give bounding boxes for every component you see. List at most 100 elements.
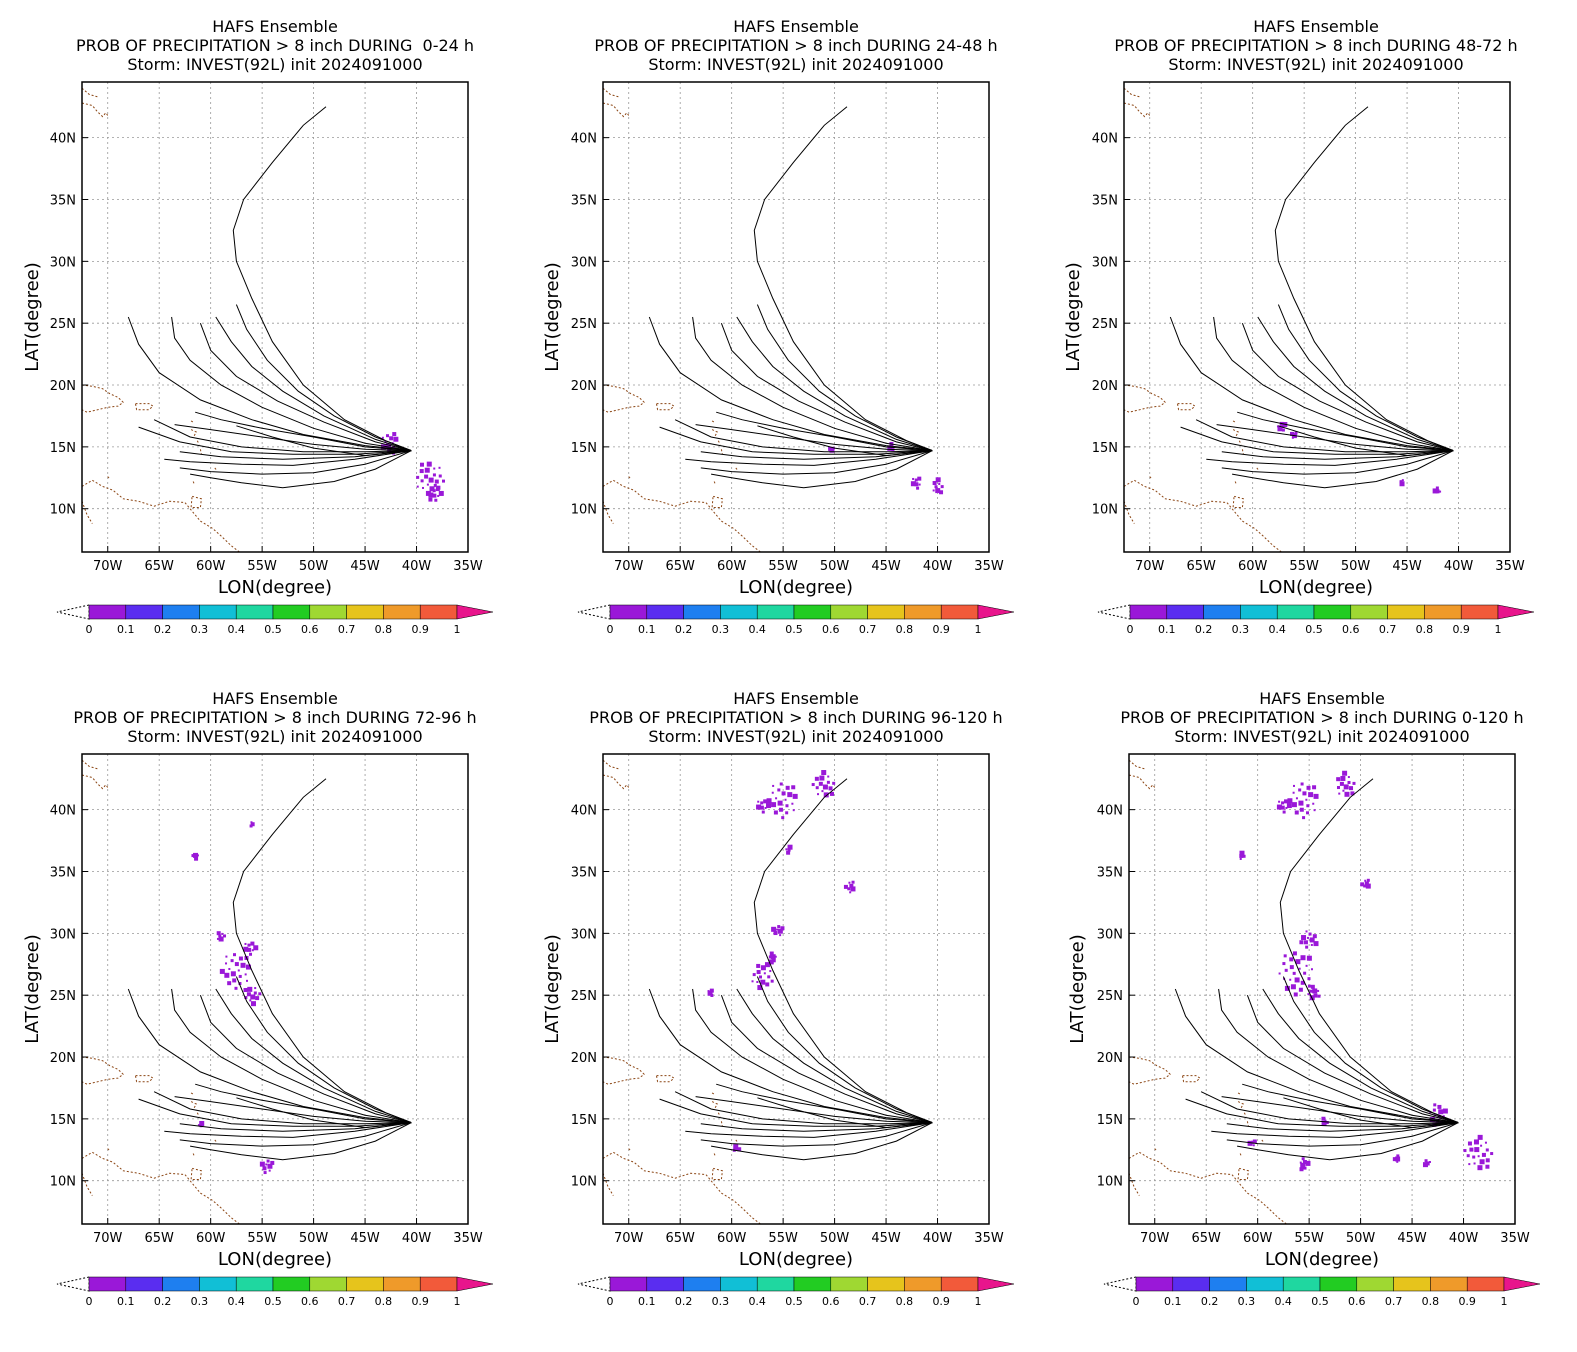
precip-cell bbox=[1303, 1166, 1307, 1170]
ensemble-track bbox=[190, 450, 412, 489]
colorbar-tick-label: 0 bbox=[607, 1295, 614, 1308]
precip-cell bbox=[1305, 798, 1308, 801]
precip-cell bbox=[432, 493, 437, 498]
coastline bbox=[1182, 1075, 1201, 1083]
precip-cell bbox=[244, 996, 248, 1000]
colorbar-cell bbox=[1172, 1276, 1210, 1292]
precip-cell bbox=[1342, 770, 1348, 776]
precip-cell bbox=[253, 991, 257, 995]
y-tick-label: 35N bbox=[50, 866, 76, 881]
coastline bbox=[602, 87, 619, 98]
colorbar-tick-label: 0.7 bbox=[859, 623, 877, 636]
y-tick-label: 15N bbox=[1097, 1113, 1123, 1128]
ensemble-track bbox=[757, 425, 933, 457]
precip-cell bbox=[419, 462, 424, 467]
coastline bbox=[602, 759, 619, 770]
precip-cell bbox=[1308, 932, 1312, 936]
x-tick-label: 60W bbox=[196, 559, 226, 574]
precip-cell bbox=[830, 791, 835, 796]
coastline bbox=[1123, 384, 1166, 413]
precip-cell bbox=[255, 996, 260, 1001]
colorbar-tick-label: 0.8 bbox=[375, 1295, 393, 1308]
colorbar: 0 0.1 0.2 0.3 0.4 0.5 0.6 0.7 0.8 0.9 1 bbox=[1097, 604, 1535, 636]
precip-cell bbox=[938, 482, 941, 485]
y-tick-label: 30N bbox=[50, 255, 76, 270]
precip-cell bbox=[1310, 984, 1315, 989]
ensemble-track bbox=[153, 1091, 412, 1125]
precip-cell bbox=[1309, 989, 1313, 993]
precip-cell bbox=[1285, 806, 1288, 809]
precip-cell bbox=[1339, 781, 1344, 786]
coastline bbox=[1128, 774, 1156, 790]
ensemble-track bbox=[232, 106, 412, 452]
ensemble-track bbox=[215, 316, 412, 452]
x-tick-label: 40W bbox=[402, 559, 432, 574]
precip-cell bbox=[221, 932, 224, 935]
precip-cell bbox=[1469, 1147, 1474, 1152]
precip-cell bbox=[760, 979, 766, 985]
precip-cell bbox=[386, 434, 390, 438]
precip-cell bbox=[249, 999, 252, 1002]
colorbar: 0 0.1 0.2 0.3 0.4 0.5 0.6 0.7 0.8 0.9 1 bbox=[56, 1276, 494, 1308]
coastline bbox=[1177, 403, 1196, 411]
precip-cell bbox=[1306, 785, 1311, 790]
precip-cell bbox=[1239, 857, 1242, 860]
precip-cell bbox=[1477, 1165, 1483, 1171]
precip-cell bbox=[759, 975, 763, 979]
colorbar-cell bbox=[793, 604, 832, 620]
precip-cell bbox=[765, 982, 770, 987]
precip-cell bbox=[1463, 1149, 1467, 1153]
coastline bbox=[196, 1112, 200, 1117]
precip-cell bbox=[710, 993, 714, 997]
precip-cell bbox=[435, 487, 440, 492]
precip-cell bbox=[1349, 786, 1354, 791]
ensemble-track bbox=[1169, 316, 1454, 452]
x-axis-label: LON(degree) bbox=[1259, 577, 1373, 598]
colorbar-cell bbox=[756, 1276, 795, 1292]
colorbar-tick-label: 0.3 bbox=[191, 623, 209, 636]
precip-cell bbox=[761, 810, 765, 814]
precip-cell bbox=[1284, 799, 1289, 804]
precip-cell bbox=[781, 791, 786, 796]
x-axis-label: LON(degree) bbox=[218, 1249, 332, 1270]
precip-cell bbox=[1282, 962, 1286, 966]
y-tick-label: 25N bbox=[571, 989, 597, 1004]
colorbar-cell bbox=[309, 1276, 347, 1292]
x-axis-label: LON(degree) bbox=[739, 577, 853, 598]
y-tick-label: 25N bbox=[50, 989, 76, 1004]
precip-cell bbox=[917, 476, 922, 481]
precip-cell bbox=[263, 1171, 267, 1175]
ensemble-track bbox=[753, 106, 933, 452]
map-frame bbox=[1123, 81, 1511, 553]
colorbar-over-triangle bbox=[977, 604, 1015, 620]
coastline bbox=[135, 403, 154, 411]
precip-cell bbox=[1481, 1152, 1486, 1157]
y-tick-label: 15N bbox=[1092, 441, 1118, 456]
coastline bbox=[81, 87, 98, 98]
precip-cell bbox=[831, 446, 835, 450]
precip-cell bbox=[1480, 1144, 1483, 1147]
colorbar-cell bbox=[830, 604, 868, 620]
coastline bbox=[628, 1148, 632, 1152]
panel-96-120h: HAFS Ensemble PROB OF PRECIPITATION > 8 … bbox=[542, 689, 1015, 1308]
colorbar-cell bbox=[867, 604, 905, 620]
colorbar-tick-label: 0.9 bbox=[1458, 1295, 1476, 1308]
precip-cell bbox=[225, 955, 228, 958]
coastline bbox=[602, 384, 645, 413]
coastline bbox=[1128, 1173, 1140, 1196]
colorbar-tick-label: 0 bbox=[86, 1295, 93, 1308]
precip-cell bbox=[1289, 978, 1292, 981]
precip-cell bbox=[1312, 934, 1317, 939]
precip-cell bbox=[763, 799, 768, 804]
precip-cell bbox=[1276, 425, 1279, 428]
precip-cell bbox=[843, 884, 848, 889]
ensemble-track bbox=[659, 426, 933, 455]
coastline bbox=[1238, 440, 1242, 445]
precip-cell bbox=[1292, 791, 1295, 794]
ensemble-track bbox=[659, 1098, 933, 1127]
coastline bbox=[602, 102, 630, 118]
ensemble-track bbox=[753, 778, 933, 1124]
precip-cell bbox=[191, 854, 195, 858]
precip-cell bbox=[1306, 804, 1310, 808]
precip-cell bbox=[1295, 797, 1298, 800]
